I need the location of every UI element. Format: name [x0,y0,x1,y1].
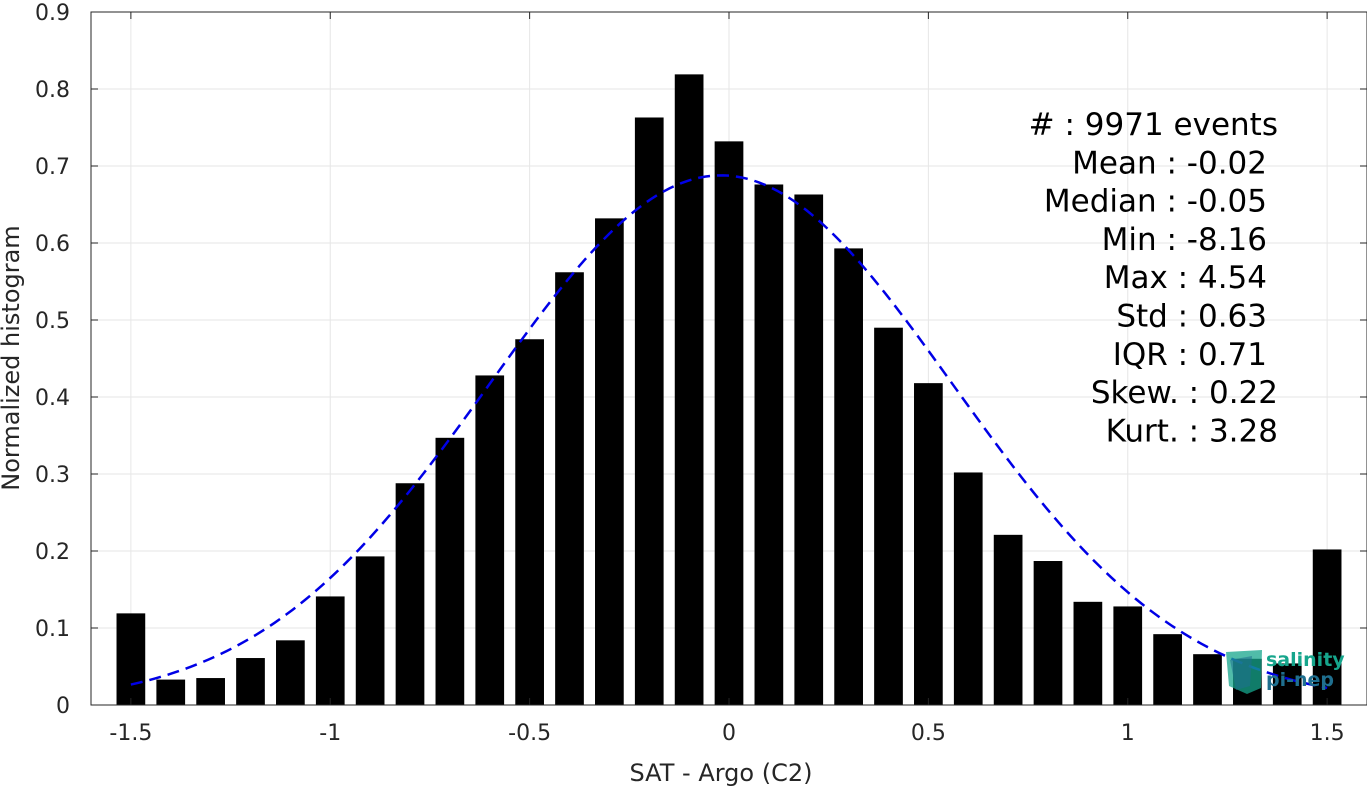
gaussian-fit-line [130,174,1328,690]
histogram-bar-3 [236,658,265,705]
histogram-bar-7 [395,483,425,705]
histogram-bar-13 [634,117,664,706]
y-tick-label-4: 0.4 [35,386,70,411]
histogram-bar-25 [1113,606,1143,705]
y-tick-label-6: 0.6 [35,232,70,257]
y-tick-label-0: 0 [56,694,70,719]
histogram-bar-29 [1272,663,1302,705]
stats-line-7: Skew. : 0.22 [1091,375,1278,411]
x-tick-label-6: 1.5 [1310,721,1345,746]
histogram-bar-9 [475,375,505,705]
y-tick-label-8: 0.8 [35,78,70,103]
stats-line-5: Std : 0.63 [1116,299,1267,335]
axes [90,11,1367,706]
logo-line1: salinity [1266,649,1345,671]
y-tick-label-3: 0.3 [35,463,70,488]
stats-line-0: # : 9971 events [1029,107,1278,143]
histogram-bar-6 [355,556,385,705]
stats-line-6: IQR : 0.71 [1113,337,1267,373]
histogram-bar-15 [714,141,744,706]
histogram-bar-30 [1312,549,1342,705]
histogram-bar-24 [1073,601,1103,705]
histogram-bar-17 [794,194,824,706]
y-tick-label-7: 0.7 [35,155,70,180]
histogram-bar-1 [156,679,186,705]
histogram-bar-12 [595,218,624,706]
x-axis-label: SAT - Argo (C2) [630,759,813,787]
stats-line-8: Kurt. : 3.28 [1106,413,1278,449]
histogram-bar-14 [674,74,704,706]
x-tick-label-4: 0.5 [911,721,946,746]
gaussian-fit [130,174,1328,690]
x-tick-label-0: -1.5 [109,721,152,746]
histogram-bar-20 [914,383,943,705]
histogram-bar-8 [435,437,465,705]
histogram-bar-5 [315,596,345,705]
stats-line-2: Median : -0.05 [1044,184,1267,220]
logo-line2: pi-nep [1266,669,1334,691]
histogram-bar-2 [196,678,225,705]
x-tick-label-5: 1 [1121,721,1135,746]
y-tick-label-1: 0.1 [35,617,70,642]
x-tick-label-3: 0 [722,721,736,746]
salinity-pi-mep-logo: salinity pi-nep [1226,649,1345,694]
histogram-bar-23 [1033,561,1063,705]
y-tick-label-5: 0.5 [35,309,70,334]
histogram-bar-10 [515,339,544,705]
histogram-bar-4 [276,640,305,705]
x-tick-label-2: -0.5 [508,721,551,746]
histogram-bar-26 [1153,634,1182,705]
histogram-bar-19 [874,327,903,705]
y-axis-label: Normalized histogram [0,225,25,490]
stats-line-3: Min : -8.16 [1102,222,1267,258]
logo-shape-accent-icon [1230,656,1252,690]
histogram-bar-0 [116,613,146,705]
y-tick-label-9: 0.9 [35,1,70,26]
histogram-bar-27 [1193,654,1222,705]
x-tick-label-1: -1 [319,721,341,746]
stats-line-1: Mean : -0.02 [1072,145,1267,181]
histogram-bar-18 [834,248,863,705]
stats-line-4: Max : 4.54 [1104,260,1267,296]
tick-labels: -1.5 -1 -0.5 0 0.5 1 1.5 0 0.1 0.2 0.3 0.4 0.5 0.6 0.7… [35,1,1345,746]
y-tick-label-2: 0.2 [35,540,70,565]
histogram-bar-16 [754,184,784,706]
histogram-bar-22 [993,534,1023,705]
histogram-bar-11 [555,272,584,705]
histogram-bar-21 [953,472,983,705]
